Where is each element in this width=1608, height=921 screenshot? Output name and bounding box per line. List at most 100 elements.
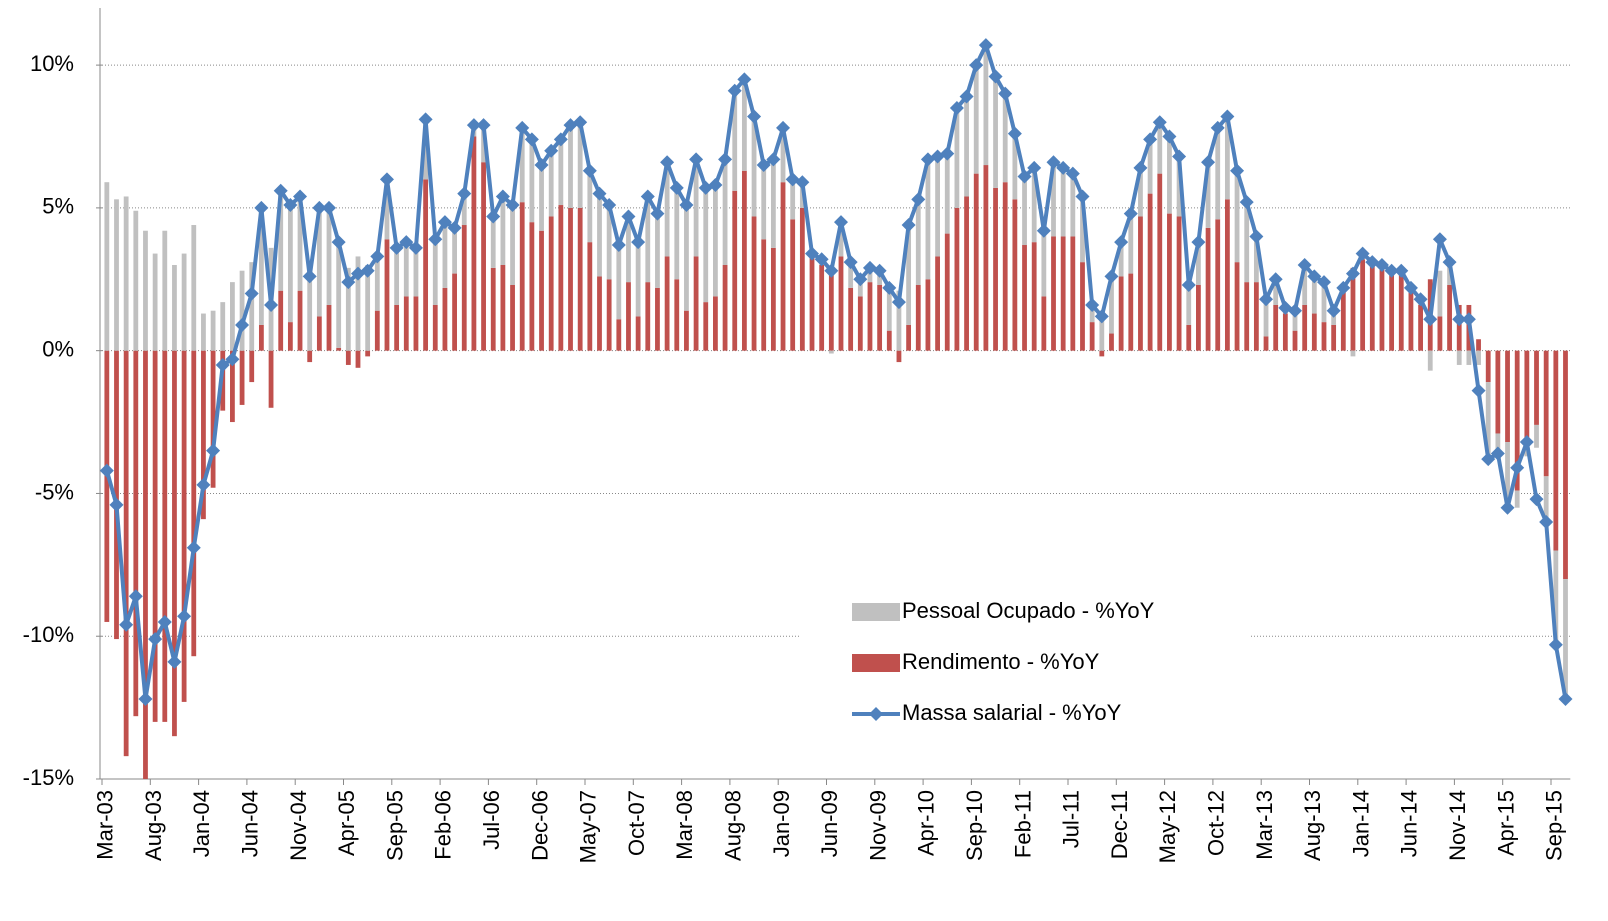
bar bbox=[287, 322, 293, 351]
marker bbox=[1162, 129, 1177, 144]
marker bbox=[1046, 155, 1061, 170]
bar bbox=[616, 319, 622, 351]
bar bbox=[1379, 267, 1385, 351]
bar bbox=[1234, 262, 1240, 351]
bar bbox=[345, 350, 351, 365]
bar bbox=[606, 205, 612, 280]
marker bbox=[1094, 309, 1109, 324]
bar bbox=[481, 162, 486, 351]
marker bbox=[196, 477, 211, 492]
marker bbox=[457, 186, 472, 201]
bar bbox=[558, 139, 564, 206]
bar bbox=[1273, 279, 1279, 305]
bar bbox=[1563, 350, 1568, 580]
marker bbox=[1490, 446, 1505, 461]
x-tick-label: Aug-13 bbox=[1300, 790, 1325, 861]
bar bbox=[1505, 442, 1510, 508]
bar bbox=[133, 350, 139, 717]
x-tick-label: Nov-09 bbox=[865, 790, 890, 861]
bar bbox=[973, 65, 979, 174]
bar bbox=[780, 182, 786, 351]
marker bbox=[660, 155, 675, 170]
bar bbox=[1099, 310, 1105, 351]
bar bbox=[1543, 476, 1549, 522]
bar bbox=[345, 267, 351, 351]
marker bbox=[872, 263, 887, 278]
bar bbox=[896, 290, 902, 351]
bar bbox=[519, 202, 525, 351]
marker bbox=[128, 589, 143, 604]
bar bbox=[1514, 490, 1520, 508]
bar bbox=[964, 96, 969, 197]
bar bbox=[857, 296, 863, 351]
bar bbox=[819, 265, 825, 351]
bar bbox=[713, 296, 718, 351]
bar bbox=[1196, 242, 1201, 285]
bar bbox=[799, 207, 805, 351]
bar bbox=[432, 239, 438, 305]
marker bbox=[573, 115, 588, 130]
bar bbox=[915, 199, 921, 285]
marker bbox=[766, 152, 781, 167]
bar bbox=[1514, 350, 1520, 491]
bar bbox=[278, 290, 284, 351]
marker bbox=[302, 269, 317, 284]
marker bbox=[805, 246, 820, 261]
x-tick-label: Apr-05 bbox=[334, 790, 359, 856]
bar bbox=[1080, 196, 1085, 263]
bar bbox=[1311, 313, 1317, 351]
bar bbox=[1427, 350, 1433, 371]
marker bbox=[756, 158, 771, 173]
bar bbox=[461, 193, 467, 226]
bar bbox=[191, 350, 197, 657]
bar bbox=[1167, 136, 1172, 214]
bar bbox=[1534, 350, 1539, 425]
legend-swatch bbox=[869, 707, 883, 721]
bar bbox=[162, 350, 168, 722]
marker bbox=[1201, 155, 1216, 170]
x-tick-label: Oct-12 bbox=[1204, 790, 1229, 856]
bar bbox=[220, 302, 226, 351]
marker bbox=[776, 120, 791, 135]
bar bbox=[1456, 350, 1462, 365]
marker bbox=[1307, 269, 1322, 284]
bar bbox=[906, 324, 912, 351]
marker bbox=[1461, 312, 1476, 327]
marker bbox=[283, 198, 298, 213]
bar bbox=[964, 196, 969, 351]
bar bbox=[307, 265, 313, 351]
marker bbox=[235, 317, 250, 332]
bar bbox=[471, 136, 477, 351]
bar bbox=[751, 116, 757, 217]
bar bbox=[1476, 350, 1481, 365]
bar bbox=[857, 279, 863, 297]
bar bbox=[539, 230, 544, 351]
marker bbox=[1374, 258, 1389, 272]
marker bbox=[495, 189, 510, 204]
bar bbox=[1263, 336, 1269, 351]
bar bbox=[1495, 433, 1501, 454]
bar bbox=[461, 225, 467, 351]
marker bbox=[1104, 269, 1119, 284]
x-tick-label: Sep-05 bbox=[382, 790, 407, 861]
bar bbox=[1563, 579, 1568, 700]
bar bbox=[1080, 262, 1085, 351]
marker bbox=[264, 297, 279, 312]
bar bbox=[848, 262, 854, 288]
marker bbox=[157, 614, 172, 629]
marker bbox=[1191, 235, 1206, 250]
marker bbox=[640, 189, 655, 204]
legend-swatch bbox=[852, 654, 900, 672]
bar bbox=[123, 196, 129, 351]
bar bbox=[394, 304, 400, 351]
bar bbox=[500, 196, 506, 265]
bar bbox=[1176, 216, 1182, 351]
bar bbox=[1196, 284, 1201, 351]
bar bbox=[1060, 236, 1066, 351]
marker bbox=[891, 295, 906, 310]
bar bbox=[413, 247, 419, 297]
bar bbox=[1215, 219, 1221, 351]
bar bbox=[983, 45, 989, 166]
bar bbox=[104, 182, 110, 351]
